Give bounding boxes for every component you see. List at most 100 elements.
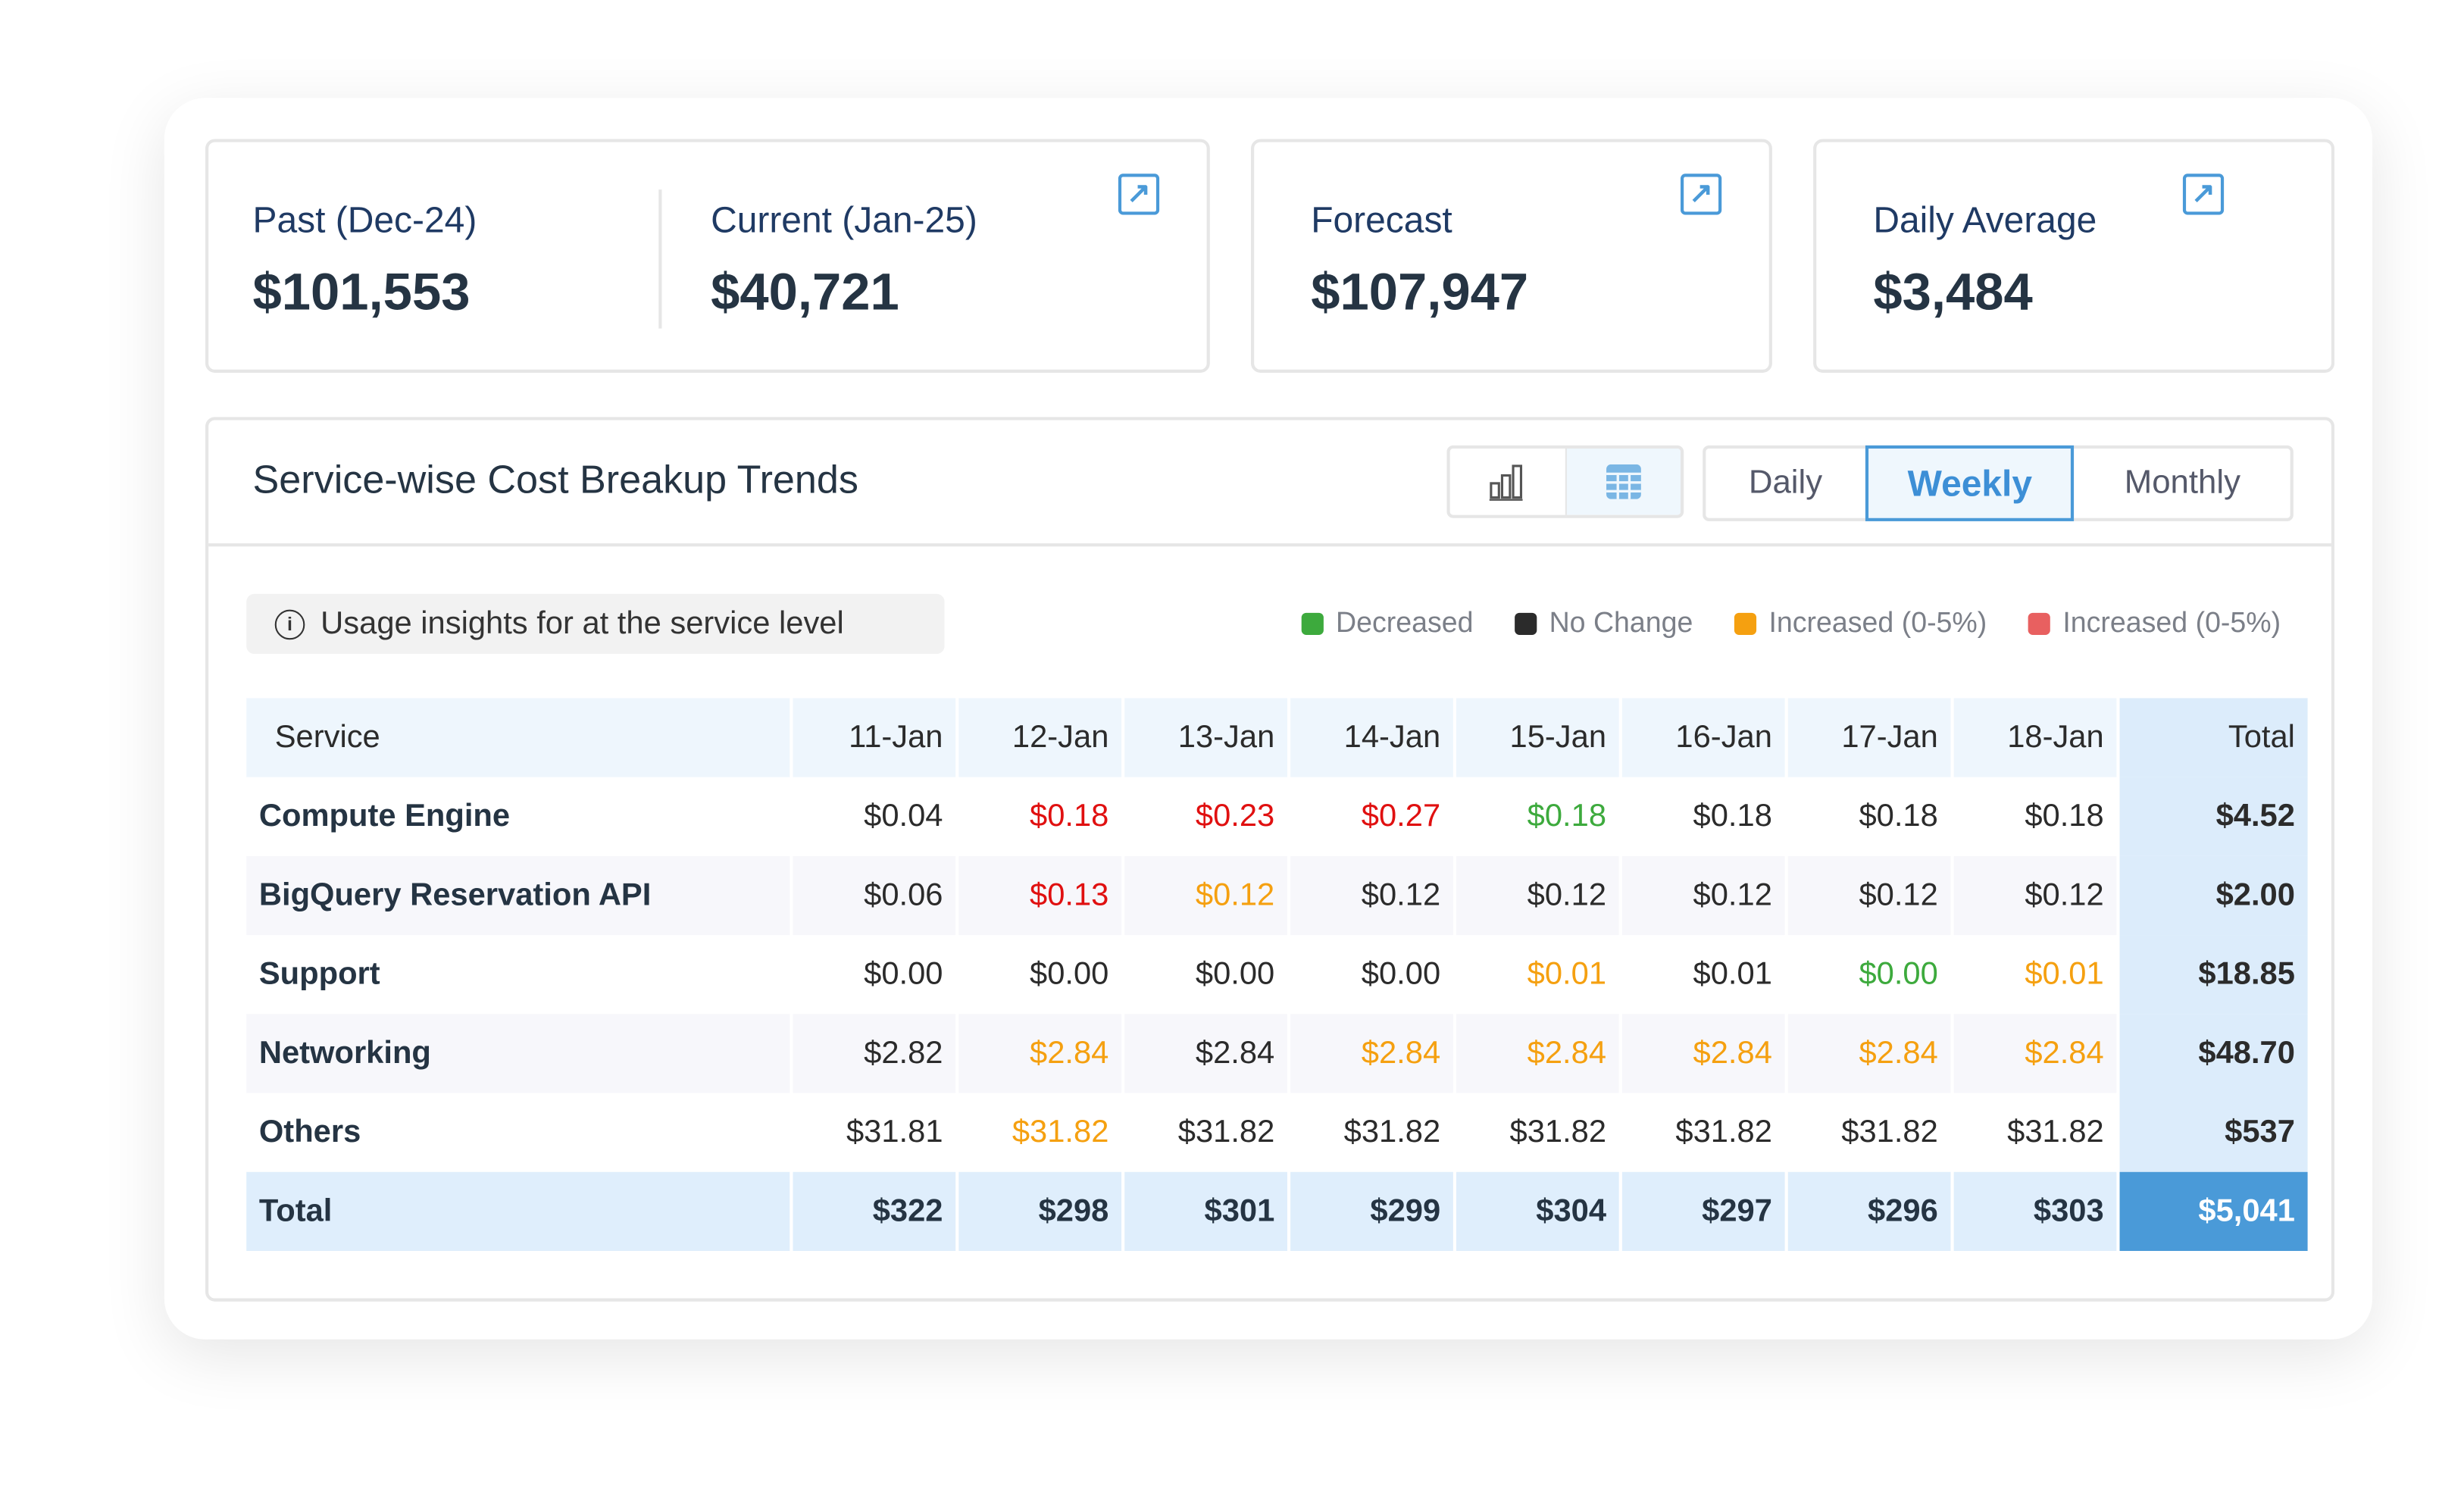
column-header[interactable]: 16-Jan [1621,698,1785,777]
column-header[interactable]: 14-Jan [1290,698,1453,777]
cost-cell: $0.13 [958,855,1122,936]
column-total: $298 [958,1171,1122,1252]
cost-cell: $0.00 [1195,956,1275,992]
service-name: Support [258,956,380,992]
legend-label: Increased (0-5%) [2062,606,2281,639]
forecast-label: Forecast [1311,199,1452,240]
row-total: $48.70 [2119,1014,2308,1093]
legend-label: Decreased [1336,606,1474,639]
cost-cell: $0.18 [1693,798,1772,833]
external-link-icon[interactable]: ↗ [1118,174,1160,215]
service-name: BigQuery Reservation API [246,855,790,936]
column-header[interactable]: 12-Jan [958,698,1122,777]
cost-cell: $31.81 [846,1114,943,1149]
column-header[interactable]: 11-Jan [793,698,956,777]
cost-cell: $2.84 [1124,1014,1287,1093]
past-value: $101,553 [252,262,471,321]
cost-cell: $0.01 [1693,956,1772,992]
table-view-button[interactable] [1564,449,1681,515]
cost-cell: $0.12 [1787,855,1951,936]
row-total: $4.52 [2119,777,2308,856]
usage-insight-banner: i Usage insights for at the service leve… [246,593,945,655]
cost-cell: $0.12 [1290,855,1453,936]
cost-breakup-panel: Service-wise Cost Breakup Trends Daily W… [205,417,2335,1302]
cost-cell: $0.00 [1361,956,1441,992]
table-row: Compute Engine $0.04 $0.18 $0.23 $0.27 $0.18 $… [246,777,2308,856]
table-row: Support $0.00 $0.00 $0.00 $0.00 $0.01 $0.01 $0.… [246,935,2308,1015]
chart-view-button[interactable] [1450,449,1565,515]
past-label: Past (Dec-24) [252,199,477,240]
column-header[interactable]: Service [246,698,790,777]
daily-average-value: $3,484 [1873,262,2033,321]
cost-cell: $2.84 [1456,1014,1619,1093]
table-header: Service 11-Jan 12-Jan 13-Jan 14-Jan 15-Jan 16-… [246,698,2308,777]
grand-total: $5,041 [2119,1171,2308,1252]
total-row: Total $322 $298 $301 $299 $304 $297 $296 $303 $5,… [246,1171,2308,1252]
cost-cell: $31.82 [1343,1114,1441,1149]
column-header[interactable]: 18-Jan [1953,698,2117,777]
period-monthly[interactable]: Monthly [2124,464,2241,501]
column-total: $299 [1290,1171,1453,1252]
column-header[interactable]: 13-Jan [1124,698,1287,777]
cost-cell: $2.84 [958,1014,1122,1093]
cost-cell: $31.82 [1509,1114,1607,1149]
column-total: $304 [1456,1171,1619,1252]
external-link-icon[interactable]: ↗ [2182,174,2225,215]
column-total: $301 [1124,1171,1287,1252]
cost-cell: $31.82 [1675,1114,1772,1149]
table-row: BigQuery Reservation API $0.06 $0.13 $0.12 $… [246,855,2308,936]
cost-cell: $0.01 [1527,956,1607,992]
service-name: Others [258,1114,361,1149]
legend-label: No Change [1549,606,1693,639]
panel-title: Service-wise Cost Breakup Trends [252,458,858,502]
row-total: $18.85 [2119,935,2308,1015]
cost-cell: $31.82 [1012,1114,1109,1149]
cost-cell: $0.00 [1030,956,1109,992]
column-total: $297 [1621,1171,1785,1252]
legend-item: No Change [1514,606,1693,639]
column-header[interactable]: Total [2119,698,2308,777]
column-total: $296 [1787,1171,1951,1252]
bar-chart-icon [1490,464,1524,501]
cost-cell: $0.12 [1621,855,1785,936]
cost-cell: $2.82 [793,1014,956,1093]
view-toggle [1446,445,1684,518]
forecast-card: Forecast $107,947 ↗ [1251,139,1772,373]
cost-cell: $0.04 [864,798,943,833]
cost-cell: $2.84 [1953,1014,2117,1093]
row-total: $537 [2119,1093,2308,1172]
current-value: $40,721 [711,262,899,321]
table-row: Others $31.81 $31.82 $31.82 $31.82 $31.82 $31.… [246,1093,2308,1172]
cost-cell: $2.84 [1290,1014,1453,1093]
insight-text: Usage insights for at the service level [321,605,844,641]
divider [658,189,662,329]
column-total: $322 [793,1171,956,1252]
past-current-card: Past (Dec-24) $101,553 Current (Jan-25) … [205,139,1210,373]
cost-cell: $0.00 [1859,956,1938,992]
daily-average-label: Daily Average [1873,199,2097,240]
cost-cell: $0.18 [1859,798,1938,833]
legend-item: Increased (0-5%) [1734,606,1987,639]
legend-item: Decreased [1301,606,1474,639]
legend-swatch [1734,611,1756,634]
cost-cell: $0.18 [1527,798,1607,833]
service-name: Compute Engine [258,798,511,833]
legend-item: Increased (0-5%) [2028,606,2281,639]
external-link-icon[interactable]: ↗ [1681,174,1722,215]
daily-average-card: Daily Average $3,484 ↗ [1813,139,2335,373]
period-weekly[interactable]: Weekly [1865,445,2075,521]
cost-cell: $0.12 [1124,855,1287,936]
cost-cell: $31.82 [2007,1114,2104,1149]
period-daily[interactable]: Daily [1748,464,1823,501]
row-total: $2.00 [2119,855,2308,936]
service-name: Networking [246,1014,790,1093]
column-header[interactable]: 17-Jan [1787,698,1951,777]
table-grid-icon [1606,464,1641,499]
cost-cell: $31.82 [1177,1114,1275,1149]
cost-cell: $0.01 [2025,956,2104,992]
cost-cell: $0.27 [1361,798,1441,833]
column-header[interactable]: 15-Jan [1456,698,1619,777]
cost-cell: $31.82 [1841,1114,1938,1149]
divider [208,543,2331,547]
cost-cell: $0.23 [1195,798,1275,833]
